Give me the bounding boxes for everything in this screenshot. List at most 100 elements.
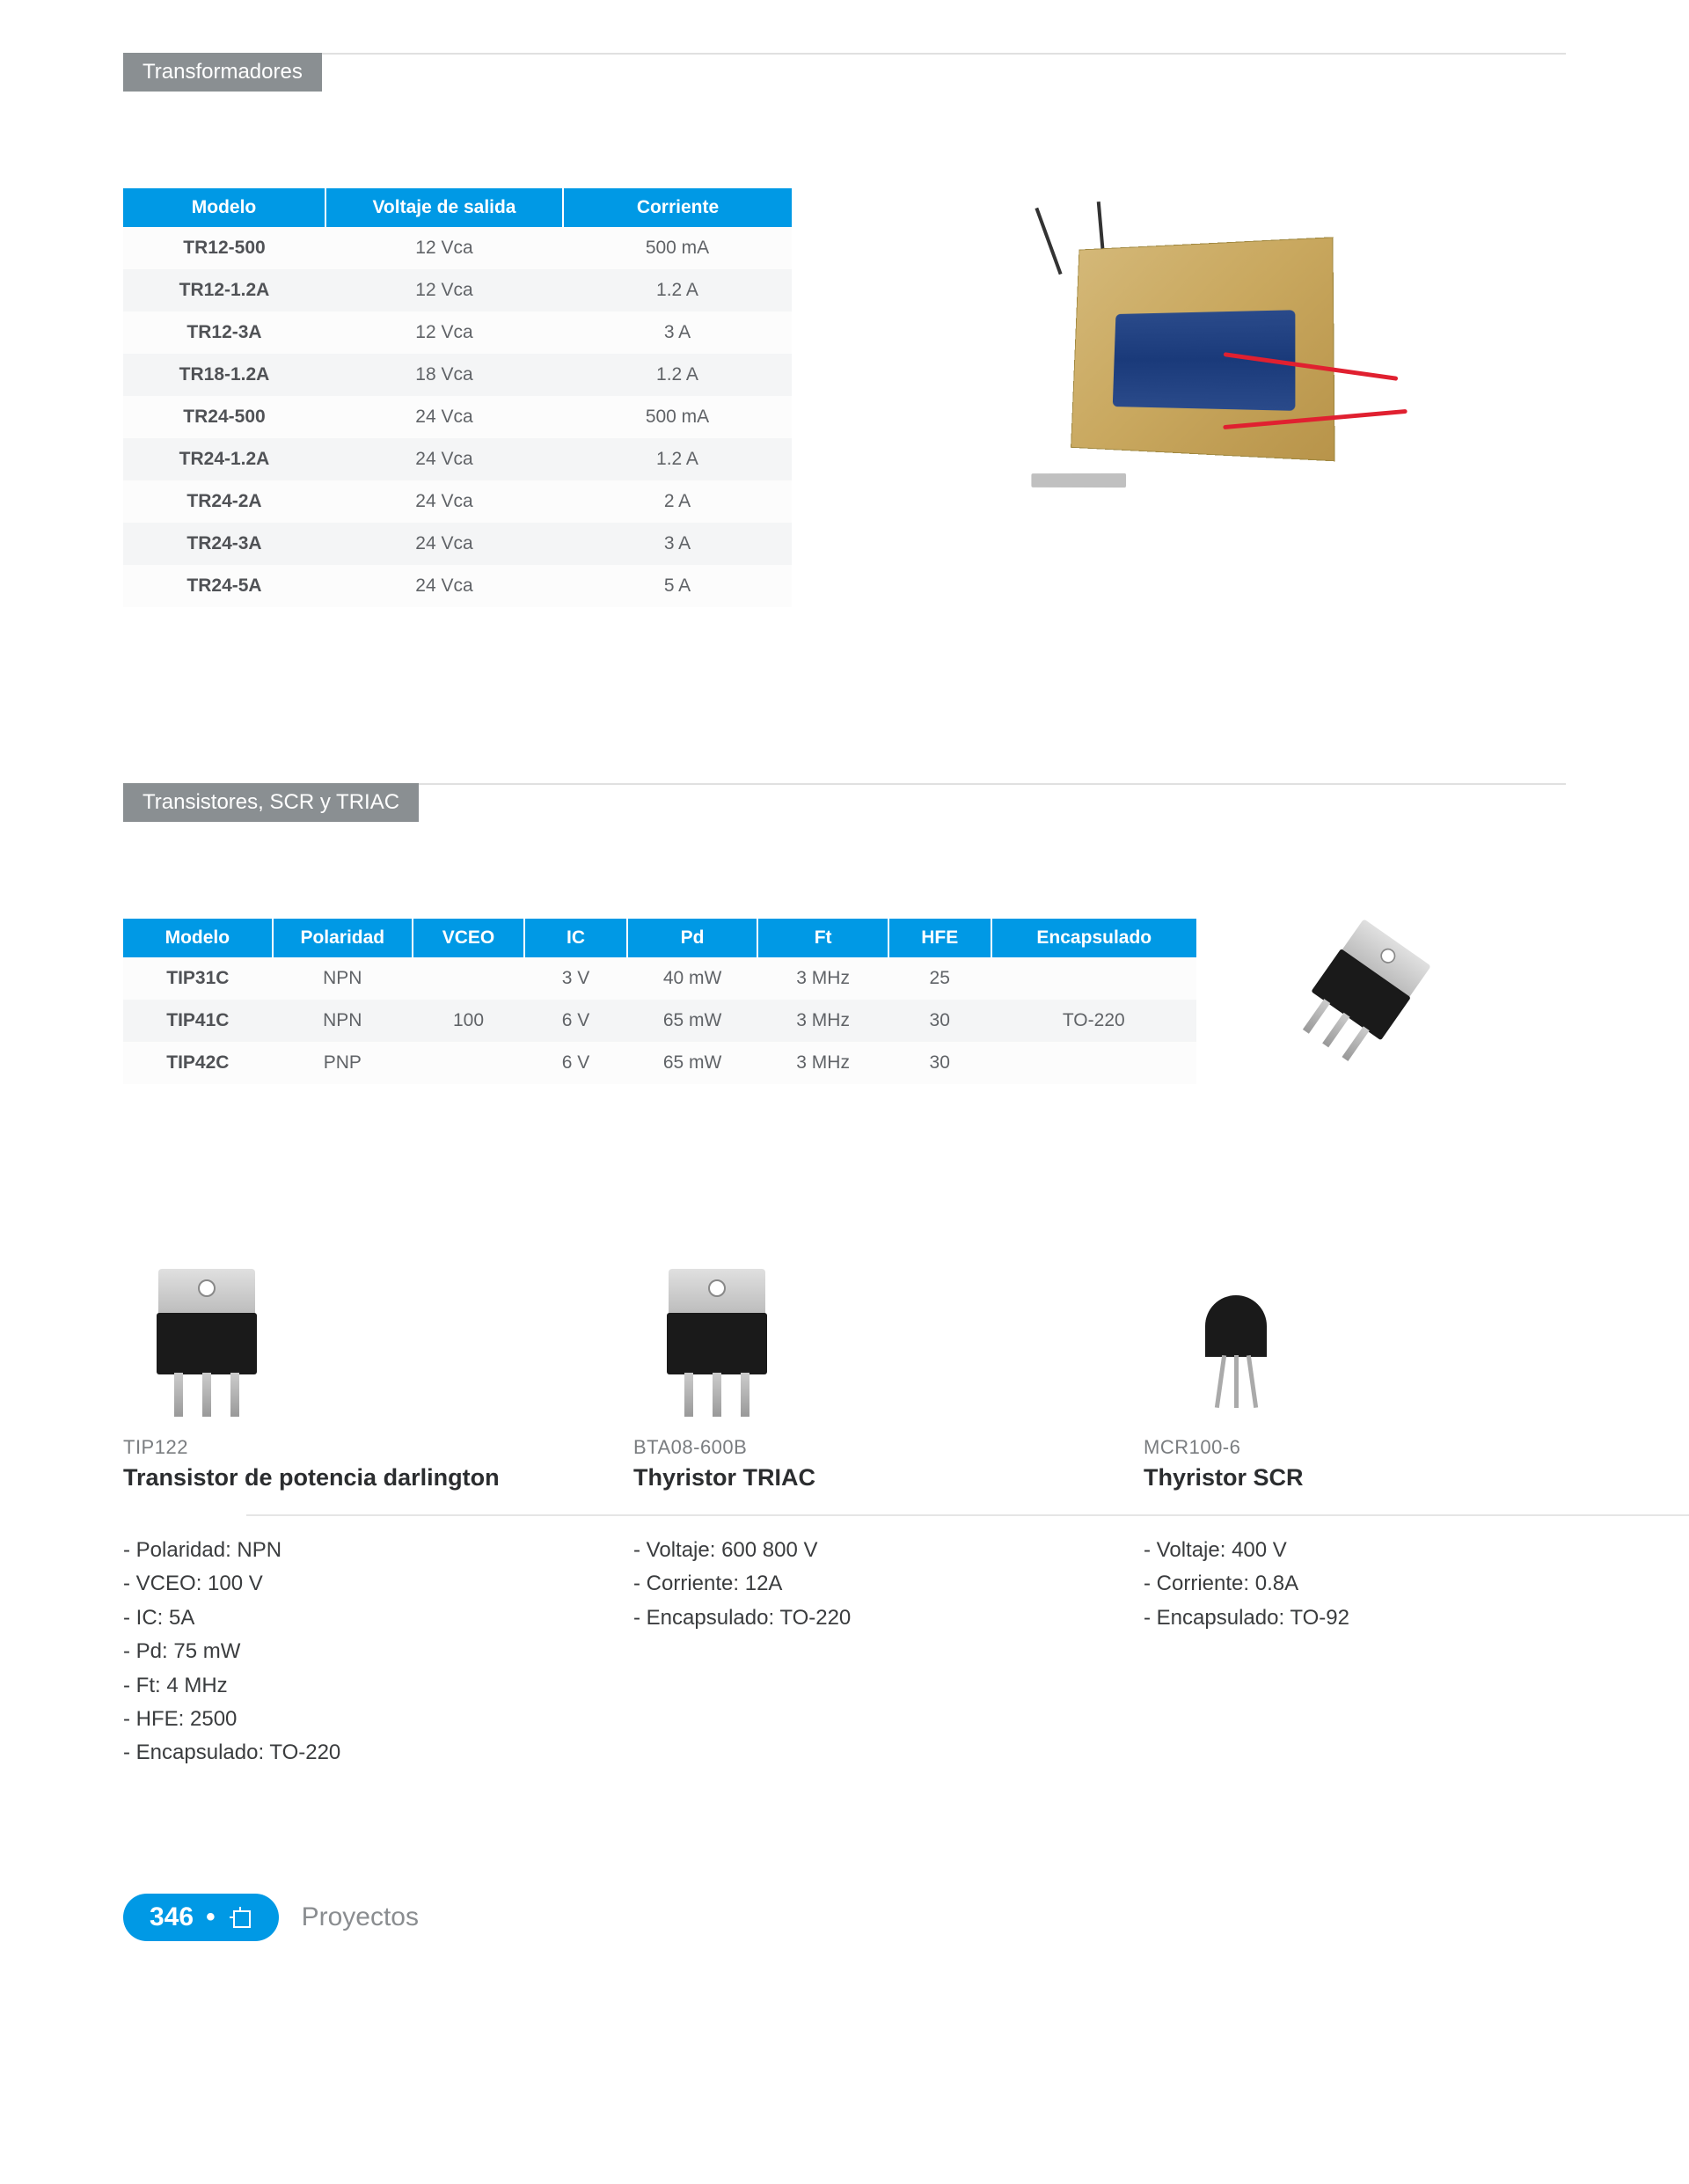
table-row: TR24-50024 Vca500 mA	[123, 396, 792, 438]
table-cell: 12 Vca	[325, 227, 563, 269]
products-row: TIP122 Transistor de potencia darlington P…	[123, 1242, 1566, 1770]
table-cell: 65 mW	[627, 1000, 758, 1042]
table-header: IC	[524, 919, 627, 957]
table-cell: 5 A	[563, 565, 792, 607]
table-header: Encapsulado	[991, 919, 1196, 957]
table-cell: 500 mA	[563, 227, 792, 269]
table-header: Modelo	[123, 188, 325, 227]
table-row: TR24-5A24 Vca5 A	[123, 565, 792, 607]
table-header: Voltaje de salida	[325, 188, 563, 227]
table-header: HFE	[888, 919, 991, 957]
table-row: TR18-1.2A18 Vca1.2 A	[123, 354, 792, 396]
transformer-image	[976, 188, 1416, 540]
product-spec-line: Encapsulado: TO-220	[123, 1736, 545, 1770]
section-header-transformadores: Transformadores	[123, 53, 1566, 92]
table-cell: 100	[413, 1000, 524, 1042]
table-cell: TR24-1.2A	[123, 438, 325, 480]
table-cell: 12 Vca	[325, 269, 563, 311]
table-cell: 3 A	[563, 523, 792, 565]
product-divider	[246, 1514, 1689, 1516]
product-spec-line: Ft: 4 MHz	[123, 1669, 545, 1703]
table-row: TIP41CNPN1006 V65 mW3 MHz30TO-220	[123, 1000, 1196, 1042]
table-row: TIP31CNPN3 V40 mW3 MHz25	[123, 957, 1196, 1000]
product-card: TIP122 Transistor de potencia darlington P…	[123, 1260, 545, 1770]
product-code: TIP122	[123, 1436, 545, 1459]
table-cell	[991, 957, 1196, 1000]
product-title: Thyristor TRIAC	[633, 1464, 1056, 1491]
table-cell: 1.2 A	[563, 354, 792, 396]
table-cell: 24 Vca	[325, 523, 563, 565]
product-spec-line: Corriente: 0.8A	[1144, 1567, 1566, 1601]
table-cell: 65 mW	[627, 1042, 758, 1084]
product-spec-line: HFE: 2500	[123, 1703, 545, 1736]
table-cell: TR12-1.2A	[123, 269, 325, 311]
table-header: Corriente	[563, 188, 792, 227]
table-header: VCEO	[413, 919, 524, 957]
table-cell: TR12-3A	[123, 311, 325, 354]
table-cell: 24 Vca	[325, 565, 563, 607]
product-specs: Voltaje: 600 800 VCorriente: 12AEncapsul…	[633, 1534, 1056, 1635]
table-cell: TR18-1.2A	[123, 354, 325, 396]
table-cell: 1.2 A	[563, 438, 792, 480]
table-header: Ft	[757, 919, 888, 957]
table-cell: TO-220	[991, 1000, 1196, 1042]
product-spec-line: IC: 5A	[123, 1601, 545, 1635]
footer-category: Proyectos	[302, 1902, 419, 1932]
product-title: Transistor de potencia darlington	[123, 1464, 545, 1491]
product-spec-line: Voltaje: 600 800 V	[633, 1534, 1056, 1567]
section-header-transistores: Transistores, SCR y TRIAC	[123, 783, 1566, 822]
table-cell: 40 mW	[627, 957, 758, 1000]
product-spec-line: Encapsulado: TO-220	[633, 1601, 1056, 1635]
table-cell: 24 Vca	[325, 480, 563, 523]
product-spec-line: VCEO: 100 V	[123, 1567, 545, 1601]
section-title: Transistores, SCR y TRIAC	[123, 783, 419, 822]
table-header: Polaridad	[273, 919, 413, 957]
table-cell: 3 MHz	[757, 1000, 888, 1042]
table-cell: 30	[888, 1000, 991, 1042]
table-row: TR12-3A12 Vca3 A	[123, 311, 792, 354]
product-code: MCR100-6	[1144, 1436, 1566, 1459]
table-cell: TR24-500	[123, 396, 325, 438]
page-separator: •	[206, 1902, 216, 1932]
table-header: Modelo	[123, 919, 273, 957]
product-spec-line: Polaridad: NPN	[123, 1534, 545, 1567]
table-cell: TIP42C	[123, 1042, 273, 1084]
table-cell: 1.2 A	[563, 269, 792, 311]
page-number: 346	[150, 1902, 194, 1932]
table-cell: TR12-500	[123, 227, 325, 269]
table-cell: TIP41C	[123, 1000, 273, 1042]
table-cell: TR24-5A	[123, 565, 325, 607]
table-cell: 24 Vca	[325, 396, 563, 438]
product-code: BTA08-600B	[633, 1436, 1056, 1459]
table-cell: 3 A	[563, 311, 792, 354]
table-row: TR24-3A24 Vca3 A	[123, 523, 792, 565]
to220-package-image	[1267, 896, 1479, 1101]
product-specs: Voltaje: 400 VCorriente: 0.8AEncapsulado…	[1144, 1534, 1566, 1635]
table-row: TR12-50012 Vca500 mA	[123, 227, 792, 269]
transistors-table: ModeloPolaridadVCEOICPdFtHFEEncapsulado …	[123, 919, 1196, 1084]
chip-icon	[228, 1905, 252, 1930]
product-spec-line: Corriente: 12A	[633, 1567, 1056, 1601]
table-cell: 3 MHz	[757, 957, 888, 1000]
to220-package-icon	[633, 1260, 827, 1418]
table-cell: 3 V	[524, 957, 627, 1000]
table-cell: NPN	[273, 1000, 413, 1042]
page-number-badge: 346 •	[123, 1894, 279, 1941]
to92-package-icon	[1144, 1260, 1337, 1418]
table-cell: TIP31C	[123, 957, 273, 1000]
product-title: Thyristor SCR	[1144, 1464, 1566, 1491]
table-cell	[413, 1042, 524, 1084]
table-header: Pd	[627, 919, 758, 957]
table-cell: 3 MHz	[757, 1042, 888, 1084]
table-cell: 2 A	[563, 480, 792, 523]
table-row: TR24-2A24 Vca2 A	[123, 480, 792, 523]
table-cell: TR24-3A	[123, 523, 325, 565]
table-cell: TR24-2A	[123, 480, 325, 523]
table-cell: 6 V	[524, 1000, 627, 1042]
product-spec-line: Voltaje: 400 V	[1144, 1534, 1566, 1567]
transformers-table: ModeloVoltaje de salidaCorriente TR12-50…	[123, 188, 792, 607]
table-row: TIP42CPNP6 V65 mW3 MHz30	[123, 1042, 1196, 1084]
table-cell	[413, 957, 524, 1000]
table-cell: PNP	[273, 1042, 413, 1084]
table-cell: NPN	[273, 957, 413, 1000]
